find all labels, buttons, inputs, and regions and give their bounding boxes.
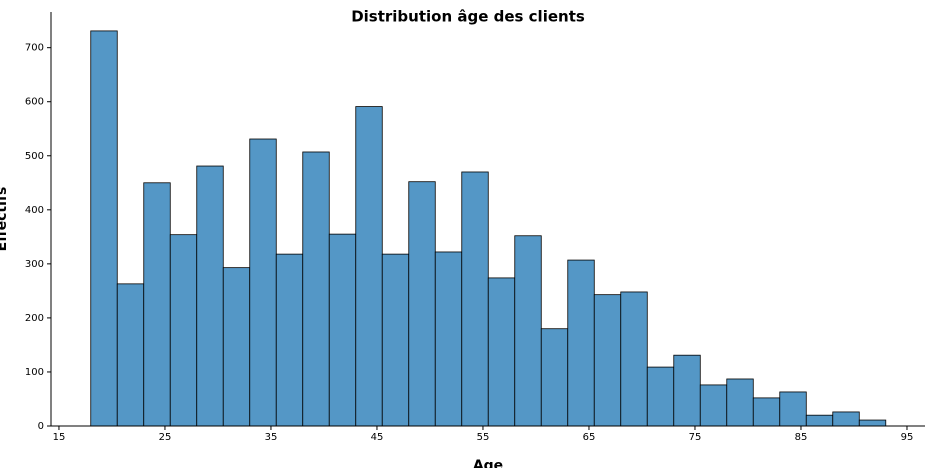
- bar: [408, 181, 436, 427]
- y-tick-label: 600: [25, 97, 44, 108]
- bar: [752, 397, 781, 427]
- bar: [461, 171, 489, 427]
- bar: [90, 30, 118, 427]
- y-tick-label: 300: [25, 259, 44, 270]
- bar: [779, 391, 807, 427]
- bar: [646, 366, 675, 427]
- bar: [593, 294, 622, 427]
- bar: [169, 234, 198, 427]
- bar: [514, 235, 542, 427]
- x-tick-label: 55: [477, 432, 490, 443]
- bar: [249, 138, 277, 427]
- x-tick-label: 85: [795, 432, 808, 443]
- bar: [222, 267, 251, 427]
- bar: [355, 106, 383, 427]
- y-tick-label: 0: [38, 421, 44, 432]
- bar: [620, 291, 648, 427]
- x-tick-label: 65: [583, 432, 596, 443]
- bar: [487, 277, 516, 427]
- bar: [302, 151, 330, 427]
- x-tick-label: 45: [371, 432, 384, 443]
- y-tick-label: 700: [25, 43, 44, 54]
- bar: [328, 233, 357, 427]
- chart-title: Distribution âge des clients: [351, 8, 585, 26]
- bar: [116, 283, 145, 427]
- bar: [673, 354, 701, 427]
- bar: [805, 414, 834, 427]
- x-tick-label: 95: [901, 432, 914, 443]
- bar: [567, 259, 595, 427]
- x-axis-title: Age: [473, 458, 503, 468]
- bar: [196, 165, 224, 427]
- bar: [275, 253, 304, 427]
- x-tick-label: 25: [159, 432, 172, 443]
- y-tick-label: 100: [25, 367, 44, 378]
- bar: [143, 182, 171, 427]
- bar: [540, 328, 569, 427]
- bar: [832, 411, 860, 427]
- y-tick-label: 400: [25, 205, 44, 216]
- bar: [858, 419, 887, 427]
- bar: [381, 253, 410, 427]
- x-tick-label: 15: [53, 432, 66, 443]
- bar: [726, 378, 754, 427]
- y-axis-title: Effectifs: [0, 187, 10, 252]
- x-tick-label: 75: [689, 432, 702, 443]
- x-tick-label: 35: [265, 432, 278, 443]
- bar: [699, 384, 728, 427]
- bar: [434, 251, 463, 427]
- y-tick-label: 200: [25, 313, 44, 324]
- y-tick-label: 500: [25, 151, 44, 162]
